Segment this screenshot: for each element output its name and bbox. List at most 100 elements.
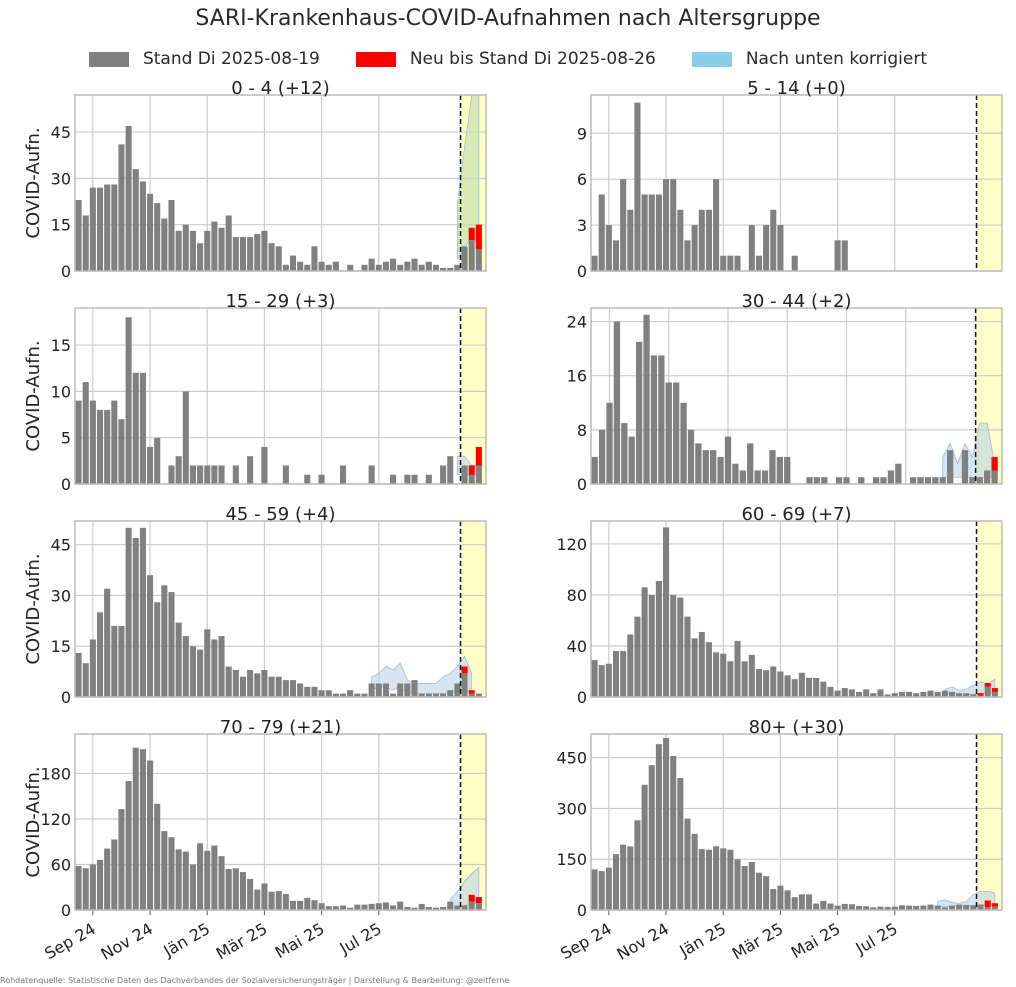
bar — [813, 903, 820, 910]
bar — [843, 477, 850, 484]
bar — [777, 225, 784, 271]
new-bar — [468, 465, 475, 475]
bar — [763, 876, 770, 910]
bar — [204, 230, 211, 271]
bar — [791, 679, 798, 697]
bar — [475, 249, 482, 271]
panel-frame — [590, 307, 1003, 485]
bar — [713, 652, 720, 697]
bar — [834, 240, 841, 271]
bar — [734, 640, 741, 697]
bar — [475, 903, 482, 910]
bar — [297, 261, 304, 271]
bar — [713, 179, 720, 271]
bar — [641, 587, 648, 697]
bar — [447, 690, 454, 697]
y-tick-label: 0 — [61, 901, 71, 920]
highlight-region — [976, 734, 1002, 910]
new-bar — [991, 903, 998, 907]
bar — [920, 905, 927, 910]
bar — [411, 680, 418, 697]
bar — [104, 409, 111, 484]
bar — [877, 689, 884, 697]
bar — [197, 243, 204, 271]
bar — [182, 391, 189, 484]
highlight-region — [976, 95, 1002, 271]
bar — [397, 264, 404, 271]
bar — [895, 463, 902, 484]
bar — [218, 856, 225, 910]
bar — [813, 677, 820, 697]
x-tick-label: Jul 25 — [852, 919, 901, 958]
bar — [189, 646, 196, 697]
bar — [218, 465, 225, 484]
legend-swatch-grey — [88, 51, 129, 67]
bar — [454, 264, 461, 271]
y-tick-label: 15 — [51, 336, 71, 355]
bar — [591, 456, 598, 484]
bar — [705, 642, 712, 697]
panel-title: 45 - 59 (+4) — [225, 504, 335, 525]
x-tick-label: Jul 25 — [336, 919, 385, 958]
bar — [75, 400, 82, 484]
bar — [161, 218, 168, 271]
panel-frame — [590, 94, 1003, 272]
y-tick-label: 10 — [51, 382, 71, 401]
bar — [232, 868, 239, 910]
bar — [641, 194, 648, 271]
bar — [605, 663, 612, 697]
y-tick-label: 0 — [61, 475, 71, 494]
bar — [655, 744, 662, 910]
bar — [261, 669, 268, 697]
bar — [805, 894, 813, 910]
y-tick-label: 180 — [40, 764, 71, 783]
footer-source: Rohdatenquelle: Statistische Daten des D… — [0, 976, 510, 985]
bar — [784, 456, 791, 484]
bar — [658, 355, 665, 484]
new-bar — [984, 682, 991, 687]
bar — [941, 690, 948, 697]
y-tick-label: 60 — [51, 855, 71, 874]
bar — [956, 904, 963, 910]
bar — [382, 261, 389, 271]
bar — [805, 677, 813, 697]
y-tick-label: 8 — [577, 421, 587, 440]
new-bar — [468, 894, 475, 902]
y-tick-label: 0 — [577, 262, 587, 281]
bar — [297, 683, 304, 697]
panel-title: 15 - 29 (+3) — [225, 291, 335, 312]
bar — [232, 237, 239, 271]
bar — [956, 693, 963, 697]
bar — [948, 905, 956, 910]
bar — [418, 264, 425, 271]
bar — [175, 456, 182, 484]
bar — [304, 264, 311, 271]
bar — [254, 233, 261, 271]
bar — [754, 470, 761, 484]
bar — [289, 900, 297, 910]
y-tick-label: 0 — [577, 901, 587, 920]
bar — [605, 225, 612, 271]
bar — [111, 625, 118, 697]
bar — [713, 846, 720, 910]
bar — [720, 848, 727, 910]
panel-4: 0 15 30 45 45 - 59 (+4) COVID-Aufn. — [23, 504, 487, 707]
bar — [375, 683, 382, 697]
bar — [132, 537, 139, 697]
bar — [650, 355, 658, 484]
bar — [976, 477, 983, 484]
y-tick-label: 3 — [577, 216, 587, 235]
bar — [440, 906, 447, 910]
bar — [275, 246, 282, 271]
bar — [104, 588, 111, 697]
bar — [612, 651, 620, 697]
panel-0: 0 15 30 45 0 - 4 (+12) COVID-Aufn. — [23, 78, 487, 281]
bar — [325, 264, 332, 271]
bar — [856, 905, 863, 910]
bar — [673, 382, 680, 484]
bar — [211, 465, 218, 484]
bar — [598, 871, 605, 910]
bar — [468, 240, 475, 271]
bar — [375, 903, 382, 910]
y-axis-label: COVID-Aufn. — [23, 340, 44, 451]
